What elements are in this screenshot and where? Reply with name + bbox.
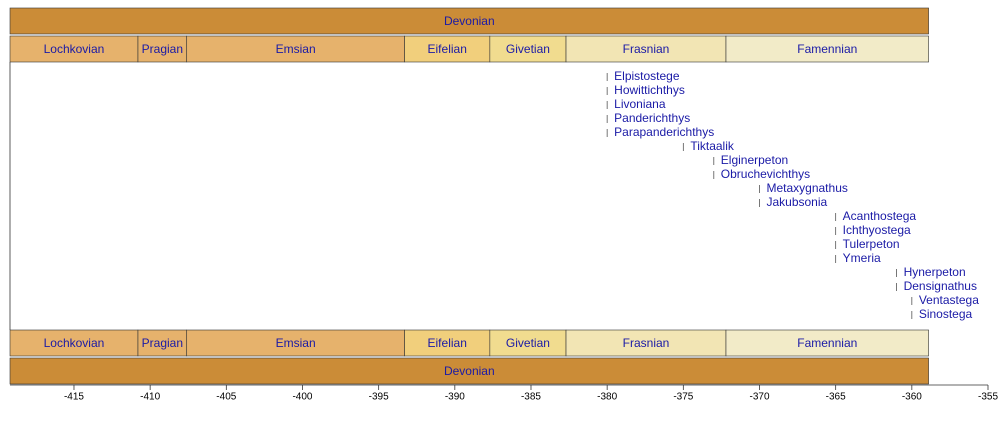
taxon-label: Sinostega [919, 307, 973, 321]
stage-box [137, 35, 188, 63]
x-tick-label: -405 [216, 392, 236, 403]
period-box [9, 7, 929, 35]
stage-box [9, 35, 139, 63]
stage-box [565, 35, 727, 63]
x-tick-label: -400 [292, 392, 312, 403]
taxon-label: Obruchevichthys [721, 167, 810, 181]
x-tick-label: -390 [445, 392, 465, 403]
stage-box [404, 329, 491, 357]
stage-label: Eifelian [428, 336, 467, 350]
stage-box [489, 329, 567, 357]
stage-label: Frasnian [623, 336, 670, 350]
x-tick-label: -380 [597, 392, 617, 403]
stage-box [725, 35, 929, 63]
stage-label: Emsian [276, 42, 316, 56]
stage-label: Lochkovian [44, 336, 105, 350]
stage-label: Frasnian [623, 42, 670, 56]
stage-label: Famennian [797, 42, 857, 56]
taxon-label: Densignathus [904, 279, 977, 293]
taxon-label: Panderichthys [614, 111, 690, 125]
stage-label: Emsian [276, 336, 316, 350]
period-box [9, 357, 929, 385]
period-label: Devonian [444, 364, 495, 378]
taxon-label: Metaxygnathus [766, 181, 847, 195]
stage-box [489, 35, 567, 63]
x-tick-label: -355 [978, 392, 998, 403]
taxon-label: Elginerpeton [721, 153, 788, 167]
stage-box [565, 329, 727, 357]
stage-label: Pragian [142, 42, 183, 56]
x-tick-label: -375 [673, 392, 693, 403]
x-tick-label: -395 [369, 392, 389, 403]
stage-label: Givetian [506, 336, 550, 350]
x-tick-label: -365 [826, 392, 846, 403]
taxon-label: Tiktaalik [690, 139, 735, 153]
taxon-label: Ichthyostega [843, 223, 911, 237]
x-tick-label: -410 [140, 392, 160, 403]
stage-label: Pragian [142, 336, 183, 350]
taxon-label: Howittichthys [614, 83, 685, 97]
stage-box [137, 329, 188, 357]
stage-box [186, 35, 405, 63]
taxon-label: Elpistostege [614, 69, 680, 83]
period-label: Devonian [444, 14, 495, 28]
taxon-label: Ymeria [843, 251, 881, 265]
stage-label: Lochkovian [44, 42, 105, 56]
taxon-label: Ventastega [919, 293, 979, 307]
stage-label: Givetian [506, 42, 550, 56]
x-tick-label: -415 [64, 392, 84, 403]
stage-label: Famennian [797, 336, 857, 350]
taxon-label: Jakubsonia [766, 195, 827, 209]
taxon-label: Hynerpeton [904, 265, 966, 279]
stage-label: Eifelian [428, 42, 467, 56]
x-tick-label: -370 [749, 392, 769, 403]
stage-box [725, 329, 929, 357]
x-tick-label: -360 [902, 392, 922, 403]
taxon-label: Tulerpeton [843, 237, 900, 251]
x-tick-label: -385 [521, 392, 541, 403]
taxon-label: Acanthostega [843, 209, 917, 223]
stage-box [404, 35, 491, 63]
stage-box [9, 329, 139, 357]
taxon-label: Livoniana [614, 97, 666, 111]
taxon-label: Parapanderichthys [614, 125, 714, 139]
